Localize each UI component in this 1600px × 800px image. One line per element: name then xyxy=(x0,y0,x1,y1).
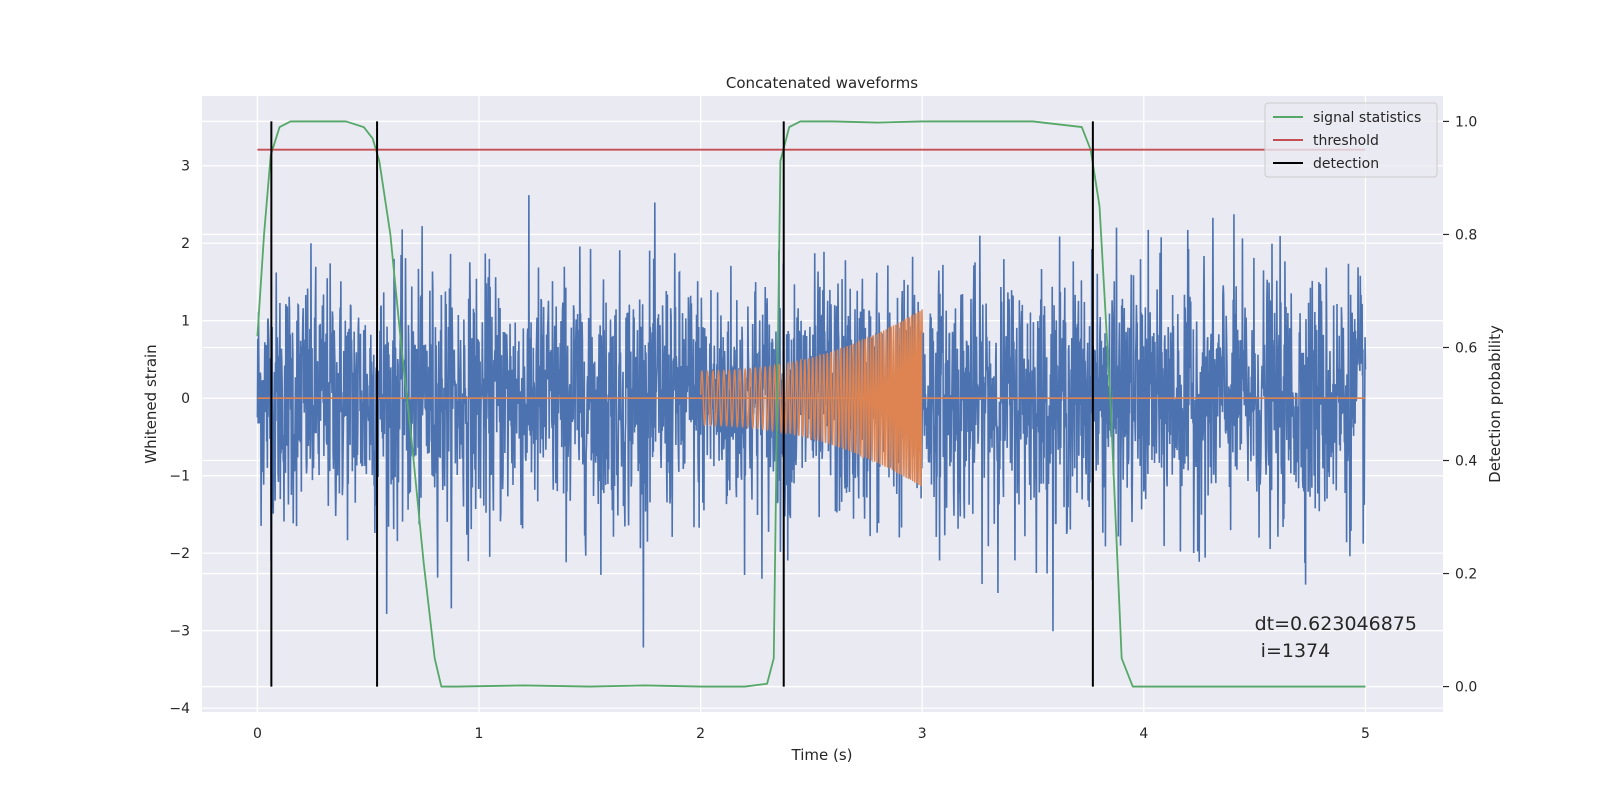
signal-statistics-line xyxy=(256,120,1366,688)
y-tick-label: 3 xyxy=(181,159,190,175)
y-tick-label: −1 xyxy=(169,469,190,485)
x-tick-label: 3 xyxy=(918,726,927,742)
annotation-line: i=1374 xyxy=(1255,640,1331,662)
y-tick-label: −2 xyxy=(169,546,190,562)
legend-label: detection xyxy=(1313,156,1379,172)
chart-title: Concatenated waveforms xyxy=(726,74,918,92)
chirp-series-line xyxy=(699,309,923,487)
y2-tick-label: 0.8 xyxy=(1455,227,1477,243)
x-tick-label: 5 xyxy=(1361,726,1370,742)
y-tick-label: 1 xyxy=(181,314,190,330)
annotation-line: dt=0.623046875 xyxy=(1255,613,1417,635)
y-tick-label: −3 xyxy=(169,624,190,640)
legend-box xyxy=(1264,102,1438,178)
annotation: dt=0.623046875 i=1374 xyxy=(1255,613,1417,662)
y-tick-label: −4 xyxy=(169,701,190,717)
y-tick-label: 0 xyxy=(181,391,190,407)
y-tick-label: 2 xyxy=(181,236,190,252)
y2-axis-label: Detection probability xyxy=(1486,325,1504,483)
y2-tick-label: 0.6 xyxy=(1455,340,1477,356)
y2-tick-label: 0.4 xyxy=(1455,454,1477,470)
series-layer xyxy=(256,120,1367,688)
y-axis-label: Whitened strain xyxy=(142,344,160,463)
x-tick-label: 2 xyxy=(696,726,705,742)
legend-label: threshold xyxy=(1313,133,1379,149)
legend: signal statistics threshold detection xyxy=(1264,102,1438,178)
y2-tick-label: 0.0 xyxy=(1455,680,1477,696)
ticks: 0 1 2 3 4 5 −4 −3 −2 −1 0 1 2 3 0.0 0.2 0.4 0.6 0.8 1.0 xyxy=(169,114,1477,742)
y2-tick-label: 1.0 xyxy=(1455,114,1477,130)
x-tick-label: 4 xyxy=(1139,726,1148,742)
legend-label: signal statistics xyxy=(1313,110,1421,126)
x-tick-label: 1 xyxy=(475,726,484,742)
x-axis-label: Time (s) xyxy=(791,746,853,764)
x-tick-label: 0 xyxy=(253,726,262,742)
y2-tick-label: 0.2 xyxy=(1455,567,1477,583)
